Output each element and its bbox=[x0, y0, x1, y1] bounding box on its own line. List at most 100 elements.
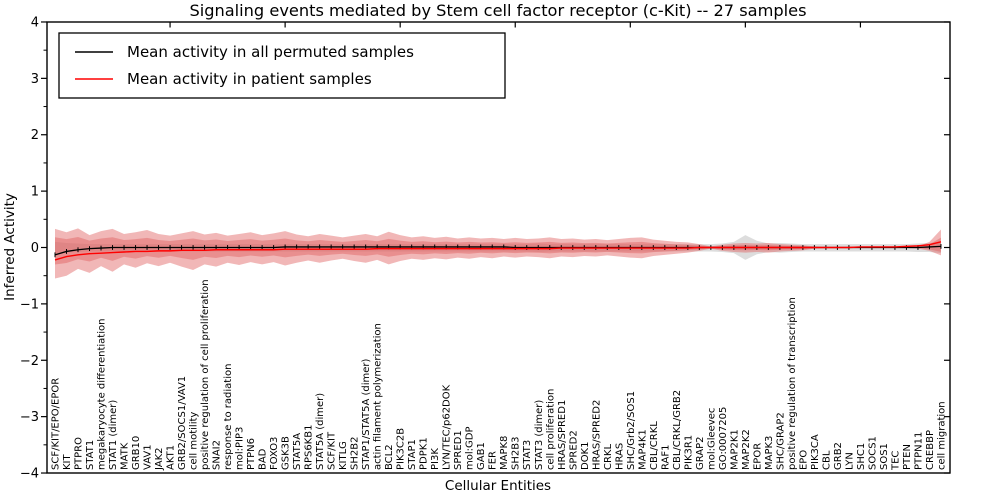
x-tick-label: mol:GDP bbox=[465, 427, 476, 471]
x-tick-label: MAP2K1 bbox=[729, 429, 740, 470]
y-tick-label: −3 bbox=[20, 410, 39, 425]
x-tick-labels: SCF/KIT/EPO/EPOR KIT PTPRO STAT1 megakaryocy… bbox=[51, 279, 948, 471]
y-tick-label: 4 bbox=[31, 15, 39, 30]
x-tick-label: STAT1 (dimer) bbox=[108, 400, 119, 470]
x-tick-label: FER bbox=[488, 451, 499, 470]
x-tick-label: FOXO3 bbox=[269, 437, 280, 470]
x-tick-label: GAB1 bbox=[476, 442, 487, 470]
x-tick-label: STAT3 bbox=[522, 440, 533, 470]
patient-band-inner bbox=[55, 236, 941, 265]
x-tick-label: STAT5A bbox=[292, 433, 303, 470]
x-axis-title: Cellular Entities bbox=[445, 478, 551, 494]
x-tick-label: response to radiation bbox=[223, 364, 234, 470]
x-tick-label: EPO bbox=[798, 450, 809, 470]
x-tick-label: MAP4K1 bbox=[637, 429, 648, 470]
y-tick-label: −4 bbox=[20, 467, 39, 482]
x-tick-label: DOK1 bbox=[580, 442, 591, 471]
x-tick-label: cell migration bbox=[936, 401, 947, 470]
y-axis-ticks: 4 3 2 1 0 −1 −2 −3 −4 bbox=[20, 15, 47, 482]
x-tick-label: SHC/GRAP2 bbox=[775, 412, 786, 470]
x-tick-label: AKT1 bbox=[166, 445, 177, 470]
x-tick-label: STAP1/STAT5A (dimer) bbox=[361, 358, 372, 470]
y-tick-label: 0 bbox=[31, 241, 39, 256]
patient-mean-line bbox=[54, 241, 942, 261]
x-tick-label: BAD bbox=[258, 448, 269, 470]
x-tick-label: LYN/TEC/p62DOK bbox=[442, 384, 453, 470]
x-tick-label: HRAS/SPRED1 bbox=[557, 400, 568, 470]
x-tick-label: KIT bbox=[62, 453, 73, 470]
x-tick-label: CBL/CRKL bbox=[649, 421, 660, 470]
x-tick-label: GRB2/SOCS1/VAV1 bbox=[177, 376, 188, 470]
x-tick-label: GRAP2 bbox=[695, 436, 706, 470]
x-tick-label: SOS1 bbox=[879, 443, 890, 470]
x-tick-label: TEC bbox=[890, 451, 901, 471]
x-tick-label: SOCS1 bbox=[867, 436, 878, 470]
x-tick-label: SHC1 bbox=[856, 443, 867, 470]
x-tick-label: GRB10 bbox=[131, 436, 142, 470]
legend-box bbox=[58, 32, 506, 99]
x-tick-label: STAT3 (dimer) bbox=[534, 400, 545, 470]
x-tick-label: STAP1 bbox=[407, 439, 418, 470]
x-tick-label: PTPN11 bbox=[913, 432, 924, 470]
x-tick-label: RPS6KB1 bbox=[304, 425, 315, 470]
x-tick-label: actin filament polymerization bbox=[373, 323, 384, 470]
x-tick-label: GO:0007205 bbox=[718, 407, 729, 470]
x-tick-label: MAPK8 bbox=[499, 436, 510, 470]
y-tick-label: 3 bbox=[31, 72, 39, 87]
x-tick-label: STAT5A (dimer) bbox=[315, 393, 326, 470]
x-tick-label: SPRED2 bbox=[568, 430, 579, 470]
x-tick-label: CBL bbox=[821, 450, 832, 470]
x-tick-label: PIK3CA bbox=[810, 434, 821, 470]
series-lines bbox=[54, 241, 942, 261]
x-tick-label: PI3K bbox=[430, 448, 441, 470]
right-axis-ticks bbox=[944, 21, 950, 474]
x-tick-label: mol:PIP3 bbox=[235, 427, 246, 470]
x-tick-label: PIK3R1 bbox=[683, 435, 694, 470]
plot-border bbox=[46, 21, 951, 474]
x-tick-label: VAV1 bbox=[143, 444, 154, 470]
x-tick-label: mol:Gleevec bbox=[706, 408, 717, 470]
x-tick-label: CREBBP bbox=[925, 430, 936, 470]
x-tick-label: PIK3C2B bbox=[396, 428, 407, 470]
x-tick-label: PTPN6 bbox=[246, 438, 257, 470]
y-tick-label: 1 bbox=[31, 185, 39, 200]
x-tick-label: RAF1 bbox=[660, 445, 671, 471]
x-tick-label: JAK2 bbox=[154, 447, 165, 471]
x-tick-label: SH2B2 bbox=[350, 437, 361, 470]
x-tick-label: SPRED1 bbox=[453, 430, 464, 470]
legend-label-patient: Mean activity in patient samples bbox=[127, 70, 372, 88]
confidence-bands bbox=[55, 228, 941, 279]
y-tick-label: −1 bbox=[20, 297, 39, 312]
top-axis-ticks bbox=[169, 22, 862, 28]
x-tick-label: SCF/KIT/EPO/EPOR bbox=[51, 378, 62, 470]
x-tick-label: SNAI2 bbox=[212, 440, 223, 470]
x-tick-label: GRB2 bbox=[833, 442, 844, 470]
x-tick-label: cell proliferation bbox=[545, 389, 556, 470]
x-tick-label: MATK bbox=[120, 442, 131, 470]
x-tick-label: positive regulation of transcription bbox=[787, 297, 798, 470]
chart-title: Signaling events mediated by Stem cell f… bbox=[189, 1, 806, 20]
x-tick-label: SCF/KIT bbox=[327, 431, 338, 470]
x-tick-label: SH2B3 bbox=[511, 437, 522, 470]
legend: Mean activity in all permuted samples Me… bbox=[58, 32, 506, 99]
x-tick-label: megakaryocyte differentiation bbox=[97, 319, 108, 470]
x-tick-label: STAT1 bbox=[85, 440, 96, 470]
x-tick-label: CBL/CRKL/GRB2 bbox=[672, 390, 683, 470]
y-tick-label: −2 bbox=[20, 354, 39, 369]
x-tick-label: KITLG bbox=[338, 441, 349, 470]
x-tick-label: MAPK3 bbox=[764, 436, 775, 470]
x-tick-label: SHC/Grb2/SOS1 bbox=[626, 391, 637, 470]
x-tick-label: GSK3B bbox=[281, 436, 292, 470]
x-tick-label: CRKL bbox=[603, 444, 614, 470]
y-axis-title: Inferred Activity bbox=[2, 193, 18, 301]
legend-label-permuted: Mean activity in all permuted samples bbox=[127, 43, 414, 61]
x-tick-label: cell motility bbox=[189, 412, 200, 470]
x-tick-label: HRAS/SPRED2 bbox=[591, 400, 602, 470]
x-tick-label: HRAS bbox=[614, 443, 625, 470]
x-tick-label: PTPRO bbox=[74, 437, 85, 470]
x-tick-label: PTEN bbox=[902, 444, 913, 470]
x-tick-label: LYN bbox=[844, 452, 855, 470]
x-tick-label: BCL2 bbox=[384, 444, 395, 470]
